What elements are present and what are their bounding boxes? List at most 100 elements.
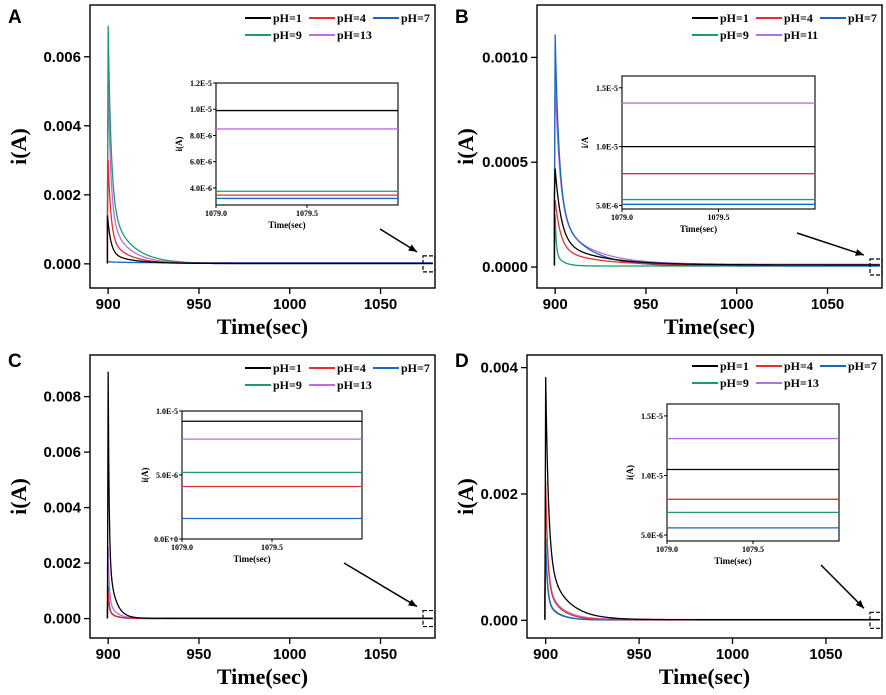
inset-x-axis-title: Time(sec) bbox=[680, 224, 717, 234]
inset-y-tick-label: 6.0E-6 bbox=[190, 158, 212, 167]
inset-chart: 1079.0 1079.5 5.0E-6 1.0E-5 1.5E-5 Time(sec) i… bbox=[625, 403, 840, 566]
panel-label: B bbox=[455, 7, 469, 28]
legend-label: pH=7 bbox=[401, 11, 430, 25]
y-tick-label: 0.000 bbox=[43, 256, 81, 273]
legend-label: pH=1 bbox=[720, 359, 749, 373]
inset-y-tick-label: 5.0E-6 bbox=[156, 471, 178, 480]
y-tick-label: 0.000 bbox=[43, 611, 81, 628]
zoom-arrow-head bbox=[408, 599, 417, 607]
x-tick-label: 900 bbox=[96, 646, 121, 663]
legend-label: pH=7 bbox=[848, 11, 877, 25]
series-group bbox=[544, 377, 880, 621]
legend-label: pH=11 bbox=[784, 28, 818, 42]
zoom-region-box bbox=[869, 258, 883, 276]
y-axis-title: i(A) bbox=[6, 478, 31, 515]
inset-y-tick-label: 1.0E-5 bbox=[596, 143, 618, 152]
series-line bbox=[106, 371, 433, 619]
inset-x-axis-title: Time(sec) bbox=[268, 220, 305, 230]
series-line bbox=[544, 544, 880, 621]
series-line bbox=[106, 261, 433, 264]
x-tick-label: 950 bbox=[186, 296, 211, 313]
inset-chart: 1079.0 1079.5 5.0E-6 1.0E-5 1.5E-5 Time(sec) i… bbox=[580, 75, 816, 234]
inset-y-axis-title: i/A bbox=[580, 136, 590, 148]
x-tick-label: 1050 bbox=[364, 646, 397, 663]
inset-y-axis-title: i(A) bbox=[625, 465, 635, 480]
y-tick-label: 0.0005 bbox=[482, 154, 528, 171]
zoom-arrow-head bbox=[855, 599, 864, 609]
legend-label: pH=1 bbox=[273, 11, 302, 25]
axes-frame bbox=[536, 4, 883, 289]
y-tick-label: 0.002 bbox=[43, 555, 81, 572]
x-tick-label: 1000 bbox=[273, 646, 306, 663]
y-tick-label: 0.002 bbox=[43, 187, 81, 204]
y-tick-label: 0.002 bbox=[480, 486, 518, 503]
inset-y-axis-title: i(A) bbox=[140, 468, 150, 483]
inset-y-tick-label: 1.5E-5 bbox=[596, 84, 618, 93]
x-axis-title: Time(sec) bbox=[217, 314, 308, 339]
y-axis-title: i(A) bbox=[6, 128, 31, 165]
y-tick-label: 0.0000 bbox=[482, 259, 528, 276]
series-line bbox=[544, 538, 880, 621]
legend-label: pH=13 bbox=[337, 378, 372, 392]
x-axis-title: Time(sec) bbox=[664, 314, 755, 339]
legend-label: pH=4 bbox=[337, 361, 366, 375]
zoom-arrow bbox=[796, 232, 865, 256]
inset-y-tick-label: 8.0E-6 bbox=[190, 131, 212, 140]
legend-label: pH=4 bbox=[337, 11, 366, 25]
inset-y-tick-label: 1.0E-5 bbox=[190, 105, 212, 114]
x-tick-label: 900 bbox=[96, 296, 121, 313]
inset-x-tick-label: 1079.5 bbox=[296, 209, 318, 218]
inset-x-tick-label: 1079.5 bbox=[261, 543, 283, 552]
legend-label: pH=9 bbox=[720, 28, 749, 42]
series-line bbox=[106, 588, 433, 620]
panel-d: D 900 950 1000 1050 0.000 0.002 0.004 Time(sec) i… bbox=[453, 351, 883, 689]
series-line bbox=[553, 34, 880, 267]
inset-frame bbox=[181, 410, 363, 540]
x-tick-label: 950 bbox=[633, 296, 658, 313]
inset-chart: 1079.0 1079.5 0.0E+0 5.0E-6 1.0E-5 Time(sec) i… bbox=[140, 407, 363, 564]
panel-c: C 900 950 1000 1050 0.000 0.002 0.004 0.006 0.008… bbox=[6, 351, 436, 689]
y-tick-label: 0.004 bbox=[43, 118, 81, 135]
axes-frame bbox=[526, 354, 883, 639]
inset-y-tick-label: 1.5E-5 bbox=[641, 412, 663, 421]
series-line bbox=[106, 585, 433, 620]
inset-x-tick-label: 1079.0 bbox=[205, 209, 227, 218]
x-tick-label: 950 bbox=[627, 646, 652, 663]
y-axis-title: i(A) bbox=[453, 128, 478, 165]
y-tick-label: 0.004 bbox=[480, 360, 518, 377]
legend-label: pH=7 bbox=[401, 361, 430, 375]
x-tick-label: 1000 bbox=[720, 296, 753, 313]
inset-x-tick-label: 1079.0 bbox=[656, 545, 678, 554]
legend-label: pH=9 bbox=[273, 28, 302, 42]
x-tick-label: 1050 bbox=[809, 646, 842, 663]
inset-y-tick-label: 1.2E-5 bbox=[190, 79, 212, 88]
panel-a: A 900 950 1000 1050 0.000 0.002 0.004 0.006 Time(… bbox=[6, 4, 436, 339]
panel-label: C bbox=[8, 351, 22, 372]
inset-x-axis-title: Time(sec) bbox=[233, 554, 270, 564]
x-axis-title: Time(sec) bbox=[659, 664, 750, 689]
x-tick-label: 1050 bbox=[811, 296, 844, 313]
zoom-arrow bbox=[820, 564, 865, 609]
inset-y-tick-label: 1.0E-5 bbox=[156, 407, 178, 416]
x-tick-label: 1000 bbox=[273, 296, 306, 313]
inset-y-tick-label: 4.0E-6 bbox=[190, 184, 212, 193]
y-tick-label: 0.004 bbox=[43, 500, 81, 517]
legend-label: pH=1 bbox=[720, 11, 749, 25]
series-group bbox=[106, 25, 433, 265]
inset-frame bbox=[621, 75, 816, 210]
axes-frame bbox=[89, 4, 436, 289]
series-line bbox=[544, 377, 880, 621]
x-tick-label: 900 bbox=[543, 296, 568, 313]
y-tick-label: 0.006 bbox=[43, 444, 81, 461]
y-tick-label: 0.0010 bbox=[482, 49, 528, 66]
legend-label: pH=13 bbox=[784, 376, 819, 390]
zoom-region-box bbox=[869, 611, 883, 629]
x-tick-label: 1050 bbox=[364, 296, 397, 313]
inset-x-tick-label: 1079.0 bbox=[611, 213, 633, 222]
series-line bbox=[106, 215, 433, 265]
series-group bbox=[106, 371, 433, 620]
zoom-region-box bbox=[422, 255, 436, 273]
y-axis-title: i(A) bbox=[453, 478, 478, 515]
legend-label: pH=9 bbox=[273, 378, 302, 392]
